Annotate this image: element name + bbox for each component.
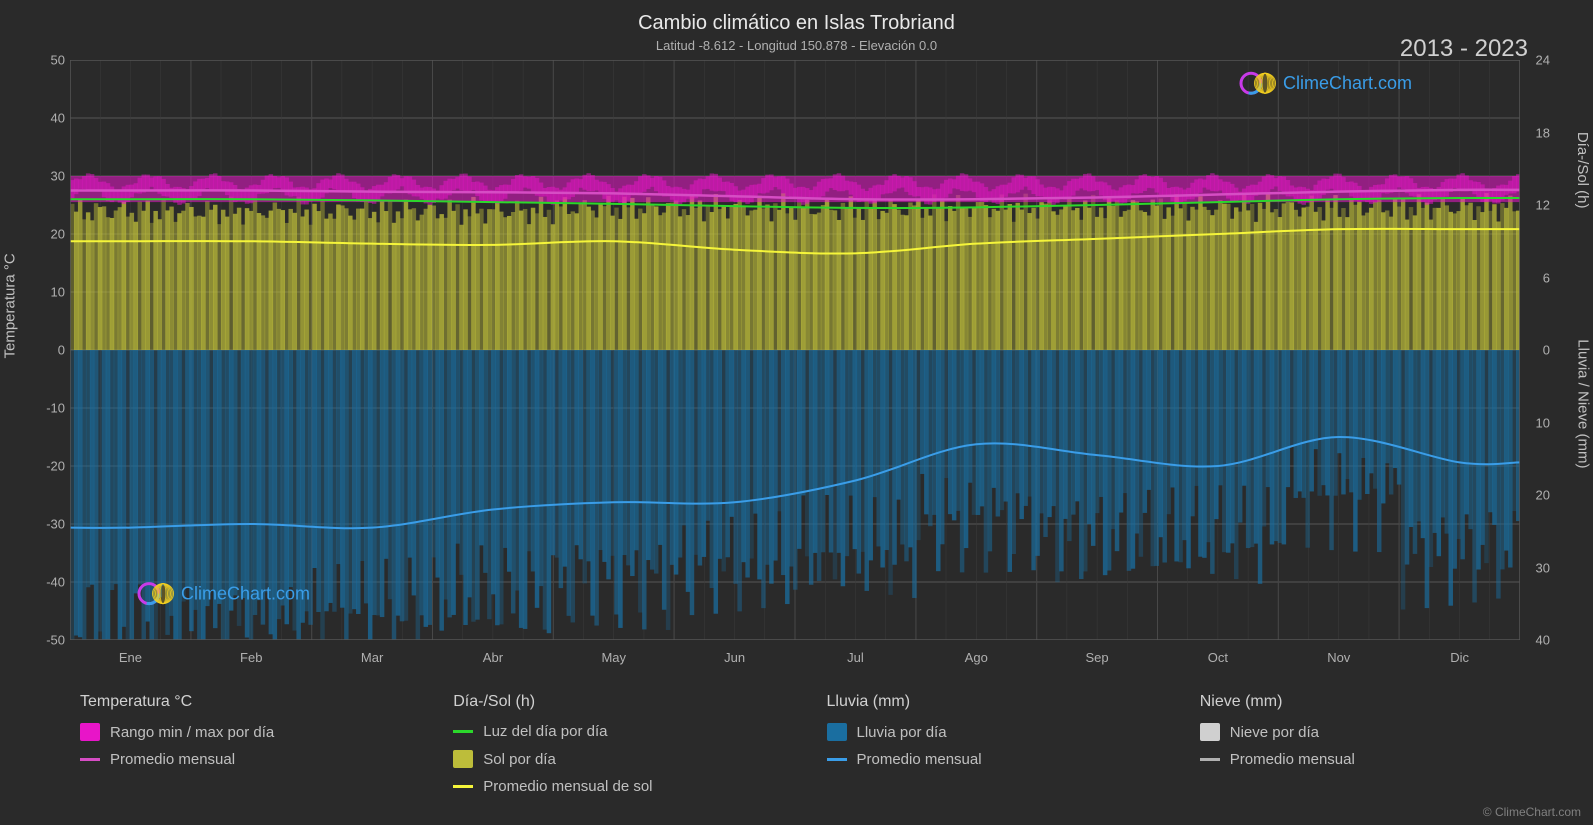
copyright: © ClimeChart.com	[1483, 805, 1581, 819]
axis-tick: -40	[35, 575, 65, 590]
legend-swatch-icon	[1200, 723, 1220, 741]
axis-tick: Ago	[965, 650, 988, 665]
legend-item: Promedio mensual	[827, 751, 1160, 768]
legend-item: Sol por día	[453, 750, 786, 768]
axis-tick: May	[601, 650, 626, 665]
axis-tick: Nov	[1327, 650, 1350, 665]
legend-swatch-icon	[80, 723, 100, 741]
legend-group: Lluvia (mm) Lluvia por día Promedio mensua…	[827, 693, 1160, 805]
axis-tick: 10	[35, 285, 65, 300]
legend-label: Nieve por día	[1230, 724, 1319, 741]
legend-item: Promedio mensual	[80, 751, 413, 768]
axis-tick: Mar	[361, 650, 383, 665]
axis-tick: 0	[35, 343, 65, 358]
legend-title: Día-/Sol (h)	[453, 693, 786, 711]
legend-item: Promedio mensual de sol	[453, 778, 786, 795]
legend-title: Lluvia (mm)	[827, 693, 1160, 711]
axis-tick: 40	[35, 111, 65, 126]
legend-label: Promedio mensual de sol	[483, 778, 652, 795]
legend-label: Promedio mensual	[857, 751, 982, 768]
legend-line-icon	[80, 758, 100, 761]
axis-tick: Abr	[483, 650, 503, 665]
axis-tick: 10	[1536, 415, 1550, 430]
axis-tick: 20	[35, 227, 65, 242]
axis-tick: Sep	[1086, 650, 1109, 665]
plot-svg: ClimeChart.com ClimeChart.com	[70, 60, 1520, 640]
axis-tick: Jun	[724, 650, 745, 665]
axis-tick: 40	[1536, 633, 1550, 648]
axis-tick: 18	[1536, 125, 1550, 140]
legend-line-icon	[453, 785, 473, 788]
legend-item: Lluvia por día	[827, 723, 1160, 741]
axis-tick: -10	[35, 401, 65, 416]
axis-tick: -50	[35, 633, 65, 648]
axis-tick: 20	[1536, 488, 1550, 503]
chart-title: Cambio climático en Islas Trobriand	[0, 12, 1593, 35]
legend: Temperatura °C Rango min / max por día Pro…	[80, 693, 1533, 805]
legend-group: Nieve (mm) Nieve por día Promedio mensual	[1200, 693, 1533, 805]
legend-item: Luz del día por día	[453, 723, 786, 740]
legend-label: Promedio mensual	[1230, 751, 1355, 768]
legend-swatch-icon	[453, 750, 473, 768]
legend-label: Luz del día por día	[483, 723, 607, 740]
axis-tick: 24	[1536, 53, 1550, 68]
y-axis-left-label: Temperatura °C	[2, 253, 19, 358]
axis-tick: 6	[1543, 270, 1550, 285]
year-range: 2013 - 2023	[1400, 35, 1528, 63]
axis-tick: 12	[1536, 198, 1550, 213]
legend-title: Nieve (mm)	[1200, 693, 1533, 711]
legend-line-icon	[453, 730, 473, 733]
legend-item: Nieve por día	[1200, 723, 1533, 741]
axis-tick: 30	[35, 169, 65, 184]
legend-label: Lluvia por día	[857, 724, 947, 741]
axis-tick: -20	[35, 459, 65, 474]
y-axis-right-bottom-label: Lluvia / Nieve (mm)	[1575, 339, 1592, 468]
legend-swatch-icon	[827, 723, 847, 741]
svg-text:ClimeChart.com: ClimeChart.com	[181, 584, 310, 604]
axis-tick: Jul	[847, 650, 864, 665]
chart-area: ClimeChart.comClimeChart.com -50-40-30-2…	[70, 60, 1520, 640]
axis-tick: -30	[35, 517, 65, 532]
legend-label: Promedio mensual	[110, 751, 235, 768]
legend-group: Temperatura °C Rango min / max por día Pro…	[80, 693, 413, 805]
axis-tick: 0	[1543, 343, 1550, 358]
axis-tick: Oct	[1208, 650, 1228, 665]
legend-item: Rango min / max por día	[80, 723, 413, 741]
axis-tick: Dic	[1450, 650, 1469, 665]
axis-tick: Feb	[240, 650, 262, 665]
axis-tick: 50	[35, 53, 65, 68]
legend-title: Temperatura °C	[80, 693, 413, 711]
legend-item: Promedio mensual	[1200, 751, 1533, 768]
legend-label: Rango min / max por día	[110, 724, 274, 741]
chart-subtitle: Latitud -8.612 - Longitud 150.878 - Elev…	[0, 38, 1593, 53]
y-axis-right-top-label: Día-/Sol (h)	[1575, 132, 1592, 209]
legend-line-icon	[827, 758, 847, 761]
legend-line-icon	[1200, 758, 1220, 761]
legend-label: Sol por día	[483, 751, 556, 768]
svg-text:ClimeChart.com: ClimeChart.com	[1283, 73, 1412, 93]
legend-group: Día-/Sol (h) Luz del día por día Sol por d…	[453, 693, 786, 805]
axis-tick: Ene	[119, 650, 142, 665]
axis-tick: 30	[1536, 560, 1550, 575]
